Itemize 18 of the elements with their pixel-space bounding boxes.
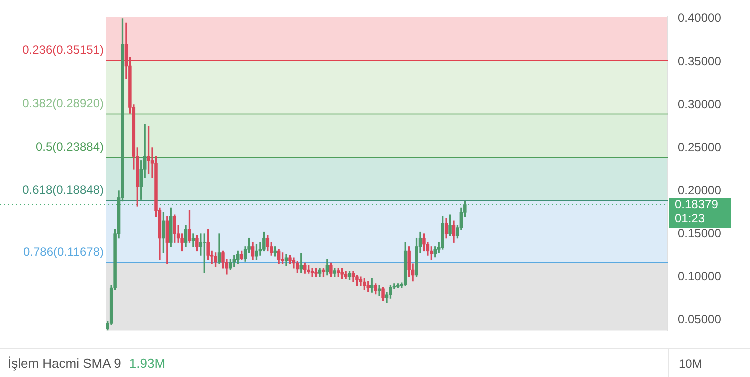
text: 10M	[679, 356, 702, 370]
y-tick-label: 0.25000	[678, 140, 722, 154]
ref-line-label: 0.786(0.11678)	[23, 244, 104, 259]
y-tick-label: 0.15000	[678, 226, 722, 240]
text: İşlem Hacmi SMA 9	[8, 356, 122, 371]
y-tick-label: 0.40000	[678, 11, 722, 26]
ref-line-label: 0.18379	[675, 197, 719, 212]
ref-line-label: 0.5(0.23884)	[36, 140, 104, 154]
ref-line-label: 0.618(0.18848)	[22, 183, 104, 198]
y-tick-label: 0.35000	[678, 54, 722, 68]
y-tick-label: 0.10000	[678, 269, 722, 284]
y-tick-label: 0.30000	[678, 97, 722, 112]
y-tick-label: 0.05000	[678, 312, 722, 326]
text: 1.93M	[129, 356, 166, 371]
y-tick-label: 0.20000	[678, 183, 722, 198]
ref-line-label: 0.236(0.35151)	[22, 42, 104, 57]
ref-line-label: 0.382(0.28920)	[22, 96, 104, 111]
text: 01:23	[675, 211, 706, 226]
